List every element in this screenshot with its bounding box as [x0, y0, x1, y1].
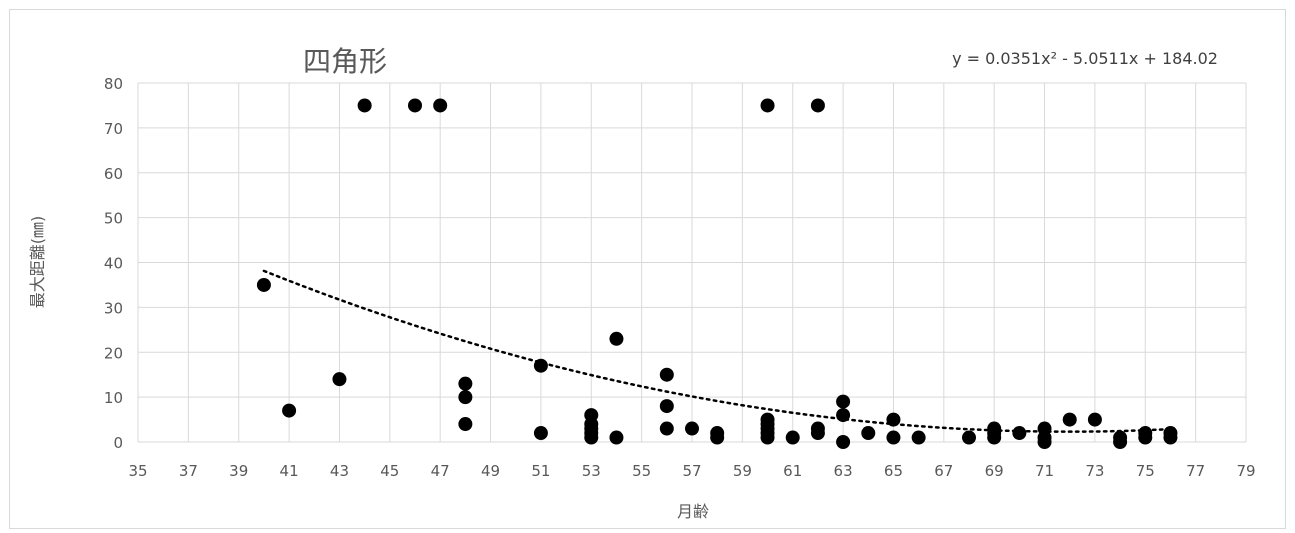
- data-point: [760, 98, 775, 113]
- x-tick-label: 55: [632, 462, 651, 480]
- data-point: [584, 430, 599, 445]
- data-point: [810, 426, 825, 441]
- x-tick-label: 43: [330, 462, 349, 480]
- data-point: [458, 376, 473, 391]
- data-point: [533, 426, 548, 441]
- data-point: [659, 367, 674, 382]
- data-point: [609, 430, 624, 445]
- data-point: [962, 430, 976, 445]
- y-tick-label: 0: [113, 434, 123, 452]
- data-point: [332, 372, 347, 387]
- data-point: [357, 98, 372, 113]
- data-point: [433, 98, 448, 113]
- x-tick-label: 53: [582, 462, 601, 480]
- data-point: [282, 403, 297, 418]
- x-tick-labels: 35 37 39 41 43 45 47 49 51 53 55 57 59 61 63 65 67 69 71 73…: [128, 462, 1255, 480]
- x-tick-label: 61: [783, 462, 802, 480]
- data-point: [408, 98, 422, 113]
- x-tick-label: 47: [431, 462, 450, 480]
- x-tick-label: 35: [128, 462, 147, 480]
- x-tick-label: 39: [229, 462, 248, 480]
- y-tick-label: 20: [104, 344, 123, 362]
- x-tick-label: 57: [682, 462, 701, 480]
- data-point: [609, 331, 624, 346]
- data-point: [886, 430, 901, 445]
- gridlines: [137, 82, 1247, 443]
- trendline-equation: y = 0.0351x² - 5.0511x + 184.02: [952, 49, 1218, 68]
- y-tick-label: 70: [104, 120, 123, 138]
- x-axis-title: 月齢: [677, 502, 709, 521]
- x-tick-label: 51: [531, 462, 550, 480]
- x-tick-label: 67: [934, 462, 953, 480]
- data-point: [710, 430, 725, 445]
- x-tick-label: 73: [1085, 462, 1104, 480]
- trendline-path: [262, 269, 1172, 433]
- y-axis-title: 最大距離(㎜): [28, 216, 47, 309]
- x-tick-label: 37: [179, 462, 198, 480]
- data-point: [1163, 430, 1178, 445]
- x-tick-label: 79: [1236, 462, 1255, 480]
- data-point: [810, 98, 825, 113]
- data-point: [836, 394, 851, 409]
- y-tick-label: 60: [104, 165, 123, 183]
- x-tick-label: 65: [884, 462, 903, 480]
- trendline: [262, 269, 1172, 433]
- x-tick-label: 45: [380, 462, 399, 480]
- x-tick-label: 69: [985, 462, 1004, 480]
- data-point: [760, 430, 775, 445]
- chart-title: 四角形: [303, 45, 387, 78]
- data-point: [785, 430, 800, 445]
- x-tick-label: 71: [1035, 462, 1054, 480]
- data-point: [886, 412, 901, 427]
- chart-area: [9, 9, 1286, 529]
- y-tick-label: 80: [104, 75, 123, 93]
- y-tick-label: 50: [104, 210, 123, 228]
- data-point: [1087, 412, 1102, 427]
- data-point: [987, 430, 1002, 445]
- data-point: [861, 426, 876, 441]
- data-point: [533, 358, 548, 373]
- y-tick-label: 30: [104, 299, 123, 317]
- y-tick-label: 40: [104, 255, 123, 273]
- data-point: [458, 417, 473, 432]
- data-point: [659, 399, 674, 414]
- data-point: [1113, 435, 1128, 449]
- data-point: [458, 390, 473, 405]
- x-tick-label: 49: [481, 462, 500, 480]
- data-point: [1062, 412, 1077, 427]
- data-point: [836, 435, 851, 449]
- x-tick-label: 63: [834, 462, 853, 480]
- x-tick-label: 41: [280, 462, 299, 480]
- data-point: [256, 277, 271, 292]
- data-point: [659, 421, 674, 436]
- data-points: [256, 98, 1178, 449]
- data-point: [911, 430, 926, 445]
- data-point: [836, 408, 851, 423]
- data-point: [685, 421, 699, 436]
- x-tick-label: 59: [733, 462, 752, 480]
- data-point: [1012, 426, 1027, 441]
- y-tick-label: 10: [104, 389, 123, 407]
- x-tick-label: 75: [1136, 462, 1155, 480]
- data-point: [1037, 435, 1052, 449]
- x-tick-label: 77: [1186, 462, 1205, 480]
- data-point: [1138, 430, 1153, 445]
- y-tick-labels: 0 10 20 30 40 50 60 70 80: [104, 75, 123, 452]
